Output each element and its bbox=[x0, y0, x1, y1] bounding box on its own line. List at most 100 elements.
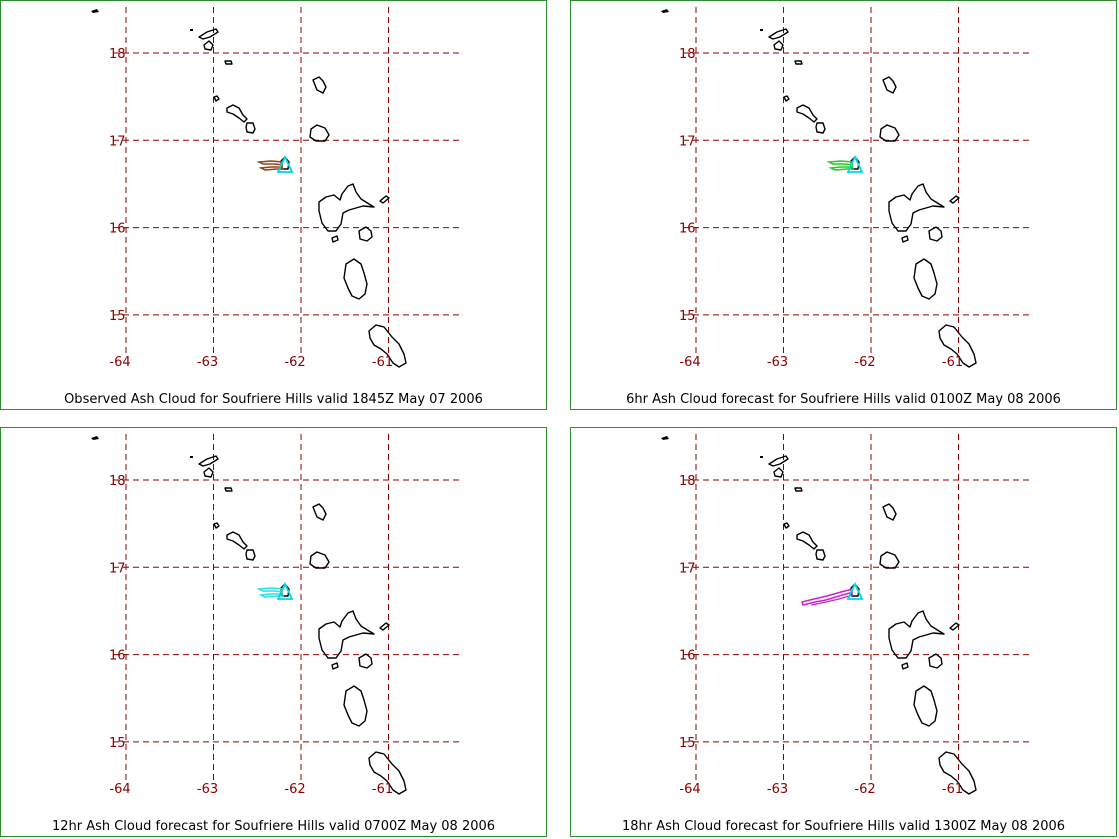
island-desirade bbox=[379, 622, 390, 631]
longitude-label: -63 bbox=[197, 782, 218, 797]
longitude-label: -63 bbox=[767, 782, 788, 797]
coastlines bbox=[661, 9, 977, 368]
island-st-martin bbox=[203, 467, 214, 478]
island-desirade bbox=[949, 622, 960, 631]
island-dominica bbox=[343, 685, 368, 727]
island-antigua bbox=[309, 124, 330, 142]
map-panel-18hr: 18 17 16 15 -64 -63 -62 -61 18hr Ash Cloud fore… bbox=[570, 427, 1117, 837]
ash-cloud bbox=[801, 588, 854, 606]
island-guadeloupe bbox=[318, 183, 375, 232]
islet-marker bbox=[190, 456, 193, 458]
island-saba bbox=[783, 95, 790, 102]
islet-marker bbox=[190, 29, 193, 31]
latitude-label: 18 bbox=[679, 47, 696, 62]
island-martinique bbox=[368, 751, 407, 795]
island-st-kitts bbox=[796, 531, 818, 550]
island-martinique bbox=[938, 324, 977, 368]
longitude-label: -63 bbox=[197, 355, 218, 370]
island-st-martin bbox=[773, 467, 784, 478]
island-st-martin bbox=[203, 40, 214, 51]
island-st-barthelemy bbox=[794, 487, 803, 492]
ash-cloud bbox=[256, 587, 284, 598]
latitude-label: 17 bbox=[679, 134, 696, 149]
island-barbuda bbox=[312, 503, 327, 521]
latitude-label: 16 bbox=[679, 649, 696, 664]
map-canvas: 18 17 16 15 -64 -63 -62 -61 bbox=[661, 7, 1033, 370]
latitude-label: 18 bbox=[109, 474, 126, 489]
longitude-label: -63 bbox=[767, 355, 788, 370]
island-martinique bbox=[938, 751, 977, 795]
grid-lines bbox=[113, 7, 463, 353]
volcano-marker-icon bbox=[276, 154, 294, 173]
island-barbuda bbox=[882, 76, 897, 94]
axis-labels: 18 17 16 15 -64 -63 -62 -61 bbox=[109, 47, 393, 370]
island-les-saintes bbox=[331, 662, 339, 670]
coastlines bbox=[661, 436, 977, 795]
ash-plume bbox=[826, 160, 854, 166]
island-les-saintes bbox=[331, 235, 339, 243]
island-st-barthelemy bbox=[224, 60, 233, 65]
longitude-label: -62 bbox=[854, 355, 875, 370]
latitude-label: 18 bbox=[679, 474, 696, 489]
island-anguilla bbox=[768, 455, 789, 467]
longitude-label: -64 bbox=[679, 782, 700, 797]
volcano-marker-icon bbox=[846, 154, 864, 173]
latitude-label: 18 bbox=[109, 47, 126, 62]
island-anguilla bbox=[198, 455, 219, 467]
island-desirade bbox=[379, 195, 390, 204]
longitude-label: -62 bbox=[284, 355, 305, 370]
latitude-label: 17 bbox=[679, 561, 696, 576]
axis-labels: 18 17 16 15 -64 -63 -62 -61 bbox=[679, 474, 963, 797]
island-les-saintes bbox=[901, 235, 909, 243]
island-guadeloupe bbox=[318, 610, 375, 659]
latitude-label: 17 bbox=[109, 561, 126, 576]
island-anguilla bbox=[768, 28, 789, 40]
map-canvas: 18 17 16 15 -64 -63 -62 -61 bbox=[661, 434, 1033, 797]
islet-marker bbox=[661, 436, 669, 440]
longitude-label: -64 bbox=[109, 782, 130, 797]
ash-cloud bbox=[826, 160, 854, 171]
map-panel-observed: 18 17 16 15 -64 -63 -62 -61 Observed Ash Cloud … bbox=[0, 0, 547, 410]
island-desirade bbox=[949, 195, 960, 204]
island-dominica bbox=[913, 258, 938, 300]
island-guadeloupe bbox=[888, 610, 945, 659]
island-barbuda bbox=[312, 76, 327, 94]
island-saba bbox=[213, 522, 220, 529]
longitude-label: -64 bbox=[109, 355, 130, 370]
ash-plume bbox=[801, 588, 854, 606]
volcano-marker-icon bbox=[276, 581, 294, 600]
panel-caption: Observed Ash Cloud for Soufriere Hills v… bbox=[64, 392, 483, 407]
island-saba bbox=[213, 95, 220, 102]
ash-plume bbox=[258, 593, 284, 598]
map-canvas: 18 17 16 15 -64 -63 -62 -61 bbox=[91, 434, 463, 797]
island-st-kitts bbox=[796, 104, 818, 123]
island-marie-galante bbox=[928, 226, 943, 242]
island-nevis bbox=[245, 122, 256, 134]
ash-cloud bbox=[256, 160, 284, 171]
panel-caption: 18hr Ash Cloud forecast for Soufriere Hi… bbox=[621, 819, 1066, 834]
grid-lines bbox=[113, 434, 463, 780]
map-panel-12hr: 18 17 16 15 -64 -63 -62 -61 12hr Ash Cloud fore… bbox=[0, 427, 547, 837]
island-antigua bbox=[879, 551, 900, 569]
island-guadeloupe bbox=[888, 183, 945, 232]
longitude-label: -61 bbox=[372, 355, 393, 370]
island-st-barthelemy bbox=[794, 60, 803, 65]
island-dominica bbox=[343, 258, 368, 300]
latitude-label: 15 bbox=[679, 309, 696, 324]
ash-plume bbox=[828, 166, 854, 171]
volcano-marker-icon bbox=[846, 581, 864, 600]
islet-marker bbox=[91, 9, 99, 13]
island-nevis bbox=[245, 549, 256, 561]
longitude-label: -61 bbox=[372, 782, 393, 797]
ash-plume bbox=[258, 166, 284, 171]
island-les-saintes bbox=[901, 662, 909, 670]
grid-lines bbox=[683, 434, 1033, 780]
island-nevis bbox=[815, 549, 826, 561]
longitude-label: -64 bbox=[679, 355, 700, 370]
ash-plume bbox=[256, 160, 284, 166]
ash-plume bbox=[256, 587, 284, 593]
coastlines bbox=[91, 436, 407, 795]
island-anguilla bbox=[198, 28, 219, 40]
panel-caption: 6hr Ash Cloud forecast for Soufriere Hil… bbox=[626, 392, 1061, 407]
island-barbuda bbox=[882, 503, 897, 521]
